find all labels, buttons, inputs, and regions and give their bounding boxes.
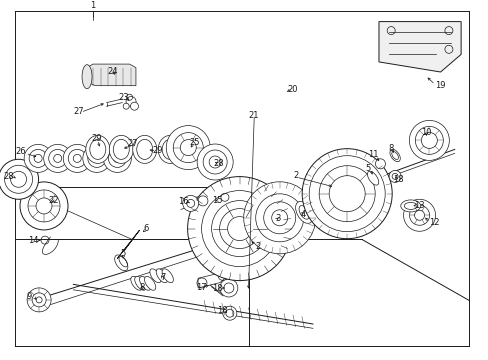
Text: 3: 3 (275, 214, 280, 223)
Text: 7: 7 (160, 273, 165, 282)
Ellipse shape (139, 276, 151, 290)
Circle shape (0, 159, 39, 199)
Circle shape (43, 144, 72, 172)
Text: 28: 28 (3, 172, 14, 181)
Text: 27: 27 (127, 139, 138, 148)
Text: 5: 5 (365, 164, 369, 173)
Circle shape (126, 96, 136, 107)
Circle shape (201, 190, 277, 267)
Text: 20: 20 (286, 85, 297, 94)
Text: 5: 5 (121, 249, 125, 258)
Circle shape (63, 144, 91, 172)
Circle shape (123, 103, 129, 109)
Circle shape (403, 199, 435, 231)
Text: 14: 14 (28, 236, 39, 245)
Text: 6: 6 (143, 224, 148, 233)
Text: 28: 28 (213, 159, 224, 168)
Text: 23: 23 (118, 93, 128, 102)
Text: 22: 22 (48, 196, 59, 205)
Circle shape (183, 195, 198, 211)
Text: 15: 15 (212, 196, 223, 205)
Text: 1: 1 (90, 1, 95, 10)
Circle shape (388, 170, 400, 183)
Ellipse shape (149, 269, 161, 283)
Text: 9: 9 (27, 292, 32, 301)
Ellipse shape (162, 269, 173, 283)
Text: 13: 13 (413, 201, 424, 210)
Text: 29: 29 (152, 146, 163, 155)
Circle shape (375, 159, 385, 169)
Text: 8: 8 (388, 144, 393, 153)
Text: 29: 29 (91, 134, 102, 143)
Ellipse shape (130, 276, 142, 290)
Ellipse shape (109, 135, 133, 163)
Circle shape (187, 177, 291, 280)
Circle shape (408, 120, 448, 161)
Polygon shape (87, 64, 136, 86)
Circle shape (220, 279, 237, 297)
Ellipse shape (132, 135, 157, 163)
Circle shape (243, 182, 315, 254)
Ellipse shape (115, 255, 127, 271)
Polygon shape (195, 193, 234, 206)
Text: 18: 18 (217, 306, 227, 315)
Ellipse shape (85, 135, 110, 163)
Text: 8: 8 (139, 284, 144, 292)
Circle shape (20, 182, 68, 230)
Circle shape (197, 144, 233, 180)
Circle shape (166, 126, 210, 170)
Circle shape (302, 149, 391, 239)
Circle shape (27, 288, 51, 312)
Ellipse shape (295, 202, 312, 223)
Ellipse shape (82, 65, 92, 89)
Text: 19: 19 (434, 81, 445, 90)
Ellipse shape (389, 149, 400, 162)
Ellipse shape (134, 276, 146, 290)
Text: 17: 17 (196, 283, 206, 292)
Text: 18: 18 (392, 175, 403, 184)
Ellipse shape (144, 276, 156, 290)
Text: 12: 12 (428, 218, 439, 227)
Text: 26: 26 (15, 148, 26, 156)
Ellipse shape (400, 200, 420, 212)
Ellipse shape (366, 171, 378, 185)
Text: 2: 2 (293, 171, 298, 180)
Text: 4: 4 (300, 210, 305, 219)
Text: 10: 10 (420, 128, 431, 137)
Polygon shape (378, 22, 460, 72)
Text: 2: 2 (255, 242, 260, 251)
Text: 18: 18 (212, 284, 223, 293)
Circle shape (24, 144, 52, 172)
Text: 25: 25 (189, 138, 200, 147)
Circle shape (103, 144, 131, 172)
Text: 27: 27 (73, 107, 83, 116)
Text: 11: 11 (367, 150, 378, 159)
Ellipse shape (158, 135, 182, 163)
Ellipse shape (156, 269, 167, 283)
Circle shape (82, 144, 111, 172)
Text: 16: 16 (178, 197, 188, 206)
Text: 24: 24 (107, 68, 118, 77)
Circle shape (130, 102, 138, 110)
Circle shape (223, 306, 236, 320)
Text: 21: 21 (247, 112, 258, 120)
